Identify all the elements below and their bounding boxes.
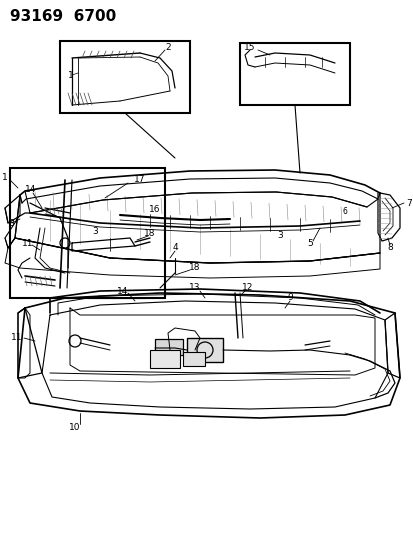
Text: 17: 17 [134, 175, 145, 184]
Bar [187, 338, 223, 362]
Bar [183, 352, 204, 366]
Text: 8: 8 [8, 219, 14, 228]
Text: 3: 3 [276, 230, 282, 239]
Text: 9: 9 [287, 294, 292, 303]
Bar [154, 339, 183, 355]
Text: 14: 14 [25, 185, 36, 195]
Text: 2: 2 [165, 44, 171, 52]
Text: 93169  6700: 93169 6700 [10, 9, 116, 24]
Bar [10, 168, 165, 298]
Text: 13: 13 [189, 284, 200, 293]
Text: 1: 1 [68, 70, 74, 79]
Text: 11: 11 [10, 334, 22, 343]
Text: 18: 18 [143, 229, 154, 238]
Text: 15: 15 [244, 44, 255, 52]
Text: 14: 14 [117, 287, 128, 295]
Text: 5: 5 [306, 238, 312, 247]
Text: 6: 6 [342, 206, 347, 215]
Text: 7: 7 [405, 198, 411, 207]
Bar [150, 350, 180, 368]
Text: 1: 1 [2, 174, 8, 182]
Text: 11: 11 [22, 238, 33, 247]
Text: 4: 4 [172, 244, 177, 253]
Text: 18: 18 [189, 263, 200, 272]
Text: 10: 10 [69, 424, 81, 432]
Bar [240, 43, 349, 105]
Text: 12: 12 [242, 284, 253, 293]
Text: 16: 16 [149, 205, 160, 214]
Text: 8: 8 [386, 244, 392, 253]
Bar [60, 41, 190, 113]
Text: 3: 3 [92, 228, 97, 237]
